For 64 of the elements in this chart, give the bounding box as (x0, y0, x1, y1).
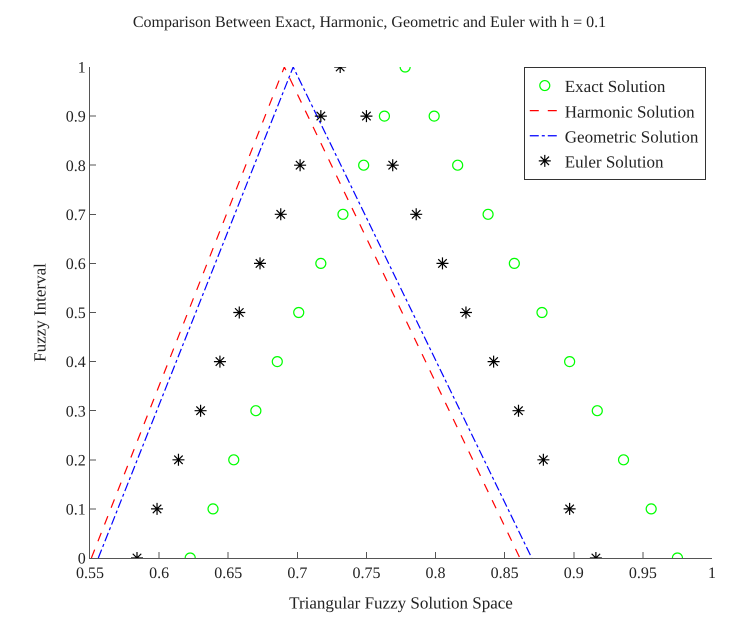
legend-label: Harmonic Solution (564, 102, 696, 122)
point (232, 306, 246, 320)
legend-label: Euler Solution (564, 152, 664, 172)
point (563, 502, 576, 516)
point (536, 306, 548, 318)
point (459, 306, 473, 320)
x-tick-label: 0.7 (287, 565, 308, 582)
point (378, 110, 390, 122)
point (337, 208, 349, 220)
point (358, 160, 370, 171)
point (194, 404, 208, 418)
y-tick-label: 1 (78, 60, 86, 77)
chart-title: Comparison Between Exact, Harmonic, Geometric and Euler with h = 0.1 (132, 14, 606, 32)
point (646, 503, 657, 514)
point (360, 110, 374, 123)
point (253, 256, 267, 270)
x-tick-label: 0.6 (149, 565, 170, 582)
point (294, 158, 307, 172)
y-tick-label: 0 (78, 550, 86, 568)
point (207, 503, 219, 514)
point (536, 453, 550, 466)
point (410, 208, 423, 221)
point (272, 356, 283, 368)
point (228, 454, 240, 466)
x-tick-label: 0.75 (352, 565, 380, 582)
point (618, 454, 630, 466)
x-tick-label: 0.8 (426, 565, 446, 582)
point (487, 355, 500, 368)
point (482, 208, 494, 220)
legend-label: Geometric Solution (564, 127, 699, 146)
x-axis-title: Triangular Fuzzy Solution Space (289, 594, 513, 613)
x-tick-label: 0.95 (628, 565, 657, 582)
y-tick-label: 0.2 (66, 452, 86, 470)
y-tick-label: 0.6 (66, 256, 86, 273)
point (508, 258, 520, 269)
point (213, 355, 227, 368)
point (386, 158, 400, 172)
point (172, 453, 186, 466)
y-tick-label: 0.4 (66, 354, 86, 372)
point (436, 256, 450, 270)
point (592, 405, 603, 416)
point (274, 208, 288, 221)
point (150, 502, 164, 516)
x-tick-label: 0.85 (490, 565, 519, 582)
y-tick-label: 0.5 (66, 305, 86, 322)
x-tick-label: 0.65 (214, 565, 242, 582)
point (314, 110, 328, 123)
y-tick-label: 0.1 (66, 502, 86, 518)
y-axis-title: Fuzzy Interval (30, 262, 50, 362)
legend-label: Exact Solution (564, 77, 666, 96)
point (250, 405, 262, 416)
y-tick-label: 0.8 (66, 158, 86, 175)
point (452, 160, 464, 171)
y-tick-label: 0.9 (66, 108, 86, 126)
x-tick-label: 1 (708, 565, 716, 582)
y-tick-label: 0.7 (66, 206, 86, 224)
x-tick-label: 0.9 (564, 565, 584, 582)
y-tick-label: 0.3 (66, 403, 86, 420)
point (293, 306, 304, 318)
x-tick-label: 0.55 (76, 565, 104, 582)
point (512, 404, 526, 418)
point (315, 258, 326, 269)
point (564, 356, 576, 368)
point (428, 110, 440, 122)
